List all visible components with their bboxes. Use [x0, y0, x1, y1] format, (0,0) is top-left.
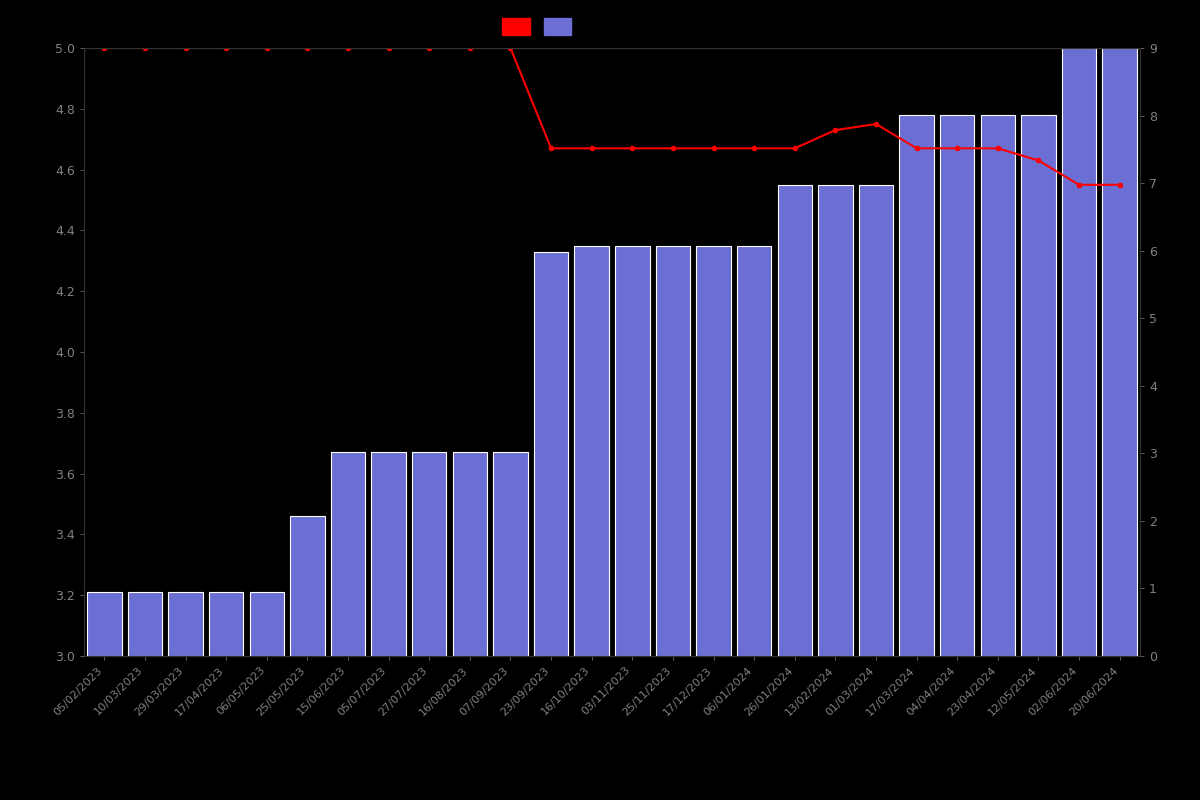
Bar [331, 452, 365, 656]
Bar [737, 246, 772, 656]
Bar [616, 246, 649, 656]
Bar [980, 115, 1015, 656]
Bar [818, 185, 853, 656]
Bar [209, 592, 244, 656]
Bar [575, 246, 608, 656]
Bar [859, 185, 893, 656]
Bar [534, 252, 569, 656]
Bar [88, 592, 121, 656]
Bar [1021, 115, 1056, 656]
Bar [412, 452, 446, 656]
Bar [250, 592, 284, 656]
Bar [940, 115, 974, 656]
Bar [290, 516, 325, 656]
Bar [778, 185, 812, 656]
Legend: , : , [502, 18, 574, 35]
Bar [127, 592, 162, 656]
Bar [655, 246, 690, 656]
Bar [1103, 48, 1136, 656]
Bar [493, 452, 528, 656]
Bar [696, 246, 731, 656]
Bar [168, 592, 203, 656]
Bar [371, 452, 406, 656]
Bar [899, 115, 934, 656]
Bar [1062, 48, 1097, 656]
Bar [452, 452, 487, 656]
